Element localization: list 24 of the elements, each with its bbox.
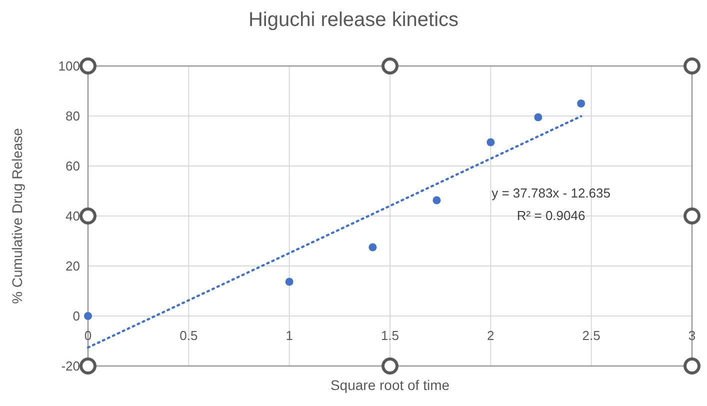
y-axis-title: % Cumulative Drug Release — [9, 128, 25, 304]
x-tick-label: 1 — [286, 328, 293, 343]
annotation: y = 37.783x - 12.635 — [492, 185, 611, 200]
y-tick-label: 0 — [72, 308, 80, 324]
y-tick-label: 20 — [66, 258, 80, 274]
y-tick-label: 40 — [66, 208, 80, 224]
x-tick-label: 2.5 — [582, 328, 600, 343]
x-tick-label: 0.5 — [180, 328, 198, 343]
point — [577, 100, 586, 108]
y-tick-label: 60 — [66, 158, 80, 174]
y-tick-label: 80 — [66, 108, 80, 124]
annotation: R² = 0.9046 — [516, 208, 586, 223]
x-tick-label: 1.5 — [380, 328, 400, 343]
chart-title: Higuchi release kinetics — [248, 9, 459, 31]
point — [84, 312, 92, 320]
point — [285, 278, 294, 286]
y-tick-label: -20 — [61, 358, 80, 374]
point — [432, 196, 441, 204]
x-axis-title: Square root of time — [330, 377, 450, 393]
point — [534, 113, 542, 122]
x-tick-label: 2 — [487, 328, 494, 343]
point — [368, 243, 377, 252]
y-tick-label: 100 — [58, 58, 80, 74]
point — [486, 138, 495, 146]
